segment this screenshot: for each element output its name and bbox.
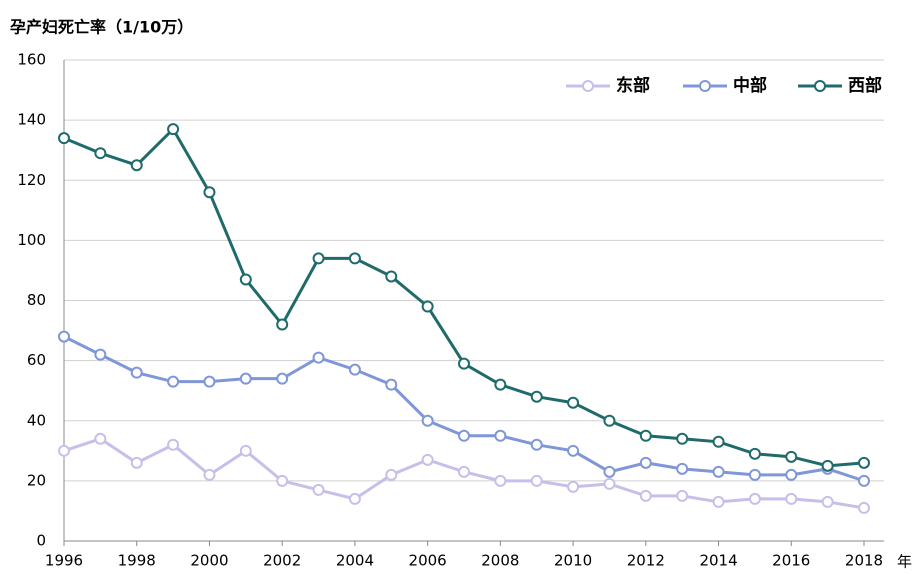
point <box>348 363 361 376</box>
point <box>530 474 543 487</box>
x-tick-label: 2006 <box>409 552 447 570</box>
x-tick-label: 1998 <box>118 552 156 570</box>
x-tick-label: 2000 <box>190 552 228 570</box>
point <box>530 390 543 403</box>
legend-label: 西部 <box>848 75 882 96</box>
point <box>94 432 107 445</box>
point <box>676 432 689 445</box>
point <box>167 123 180 136</box>
point <box>858 501 870 514</box>
point <box>748 447 761 460</box>
point <box>312 483 325 496</box>
x-tick-label: 2018 <box>845 552 883 570</box>
point <box>58 444 70 457</box>
x-tick-label: 2014 <box>699 552 737 570</box>
point <box>203 468 216 481</box>
point <box>494 429 507 442</box>
point <box>94 147 107 160</box>
point <box>858 456 870 469</box>
x-tick-label: 2016 <box>772 552 810 570</box>
y-tick-label: 100 <box>17 231 46 249</box>
point <box>639 456 652 469</box>
point <box>130 366 143 379</box>
point <box>567 396 580 409</box>
y-tick-label: 20 <box>27 471 46 489</box>
point <box>130 159 143 172</box>
point <box>239 444 252 457</box>
point <box>312 351 325 364</box>
point <box>203 186 216 199</box>
point <box>639 489 652 502</box>
point <box>167 438 180 451</box>
y-tick-label: 40 <box>27 411 46 429</box>
y-tick-label: 60 <box>27 351 46 369</box>
point <box>567 444 580 457</box>
point <box>458 357 470 370</box>
point <box>203 375 216 388</box>
legend-label: 东部 <box>616 75 650 96</box>
legend-marker <box>699 80 711 92</box>
x-tick-label: 2010 <box>554 552 592 570</box>
point <box>348 492 361 505</box>
x-tick-label: 2002 <box>263 552 301 570</box>
point <box>458 465 470 478</box>
point <box>239 273 252 286</box>
point <box>858 474 870 487</box>
point <box>276 318 289 331</box>
point <box>748 492 761 505</box>
point <box>94 348 107 361</box>
point <box>494 474 507 487</box>
x-tick-label: 2012 <box>627 552 665 570</box>
point <box>712 465 725 478</box>
point <box>494 378 507 391</box>
point <box>58 330 70 343</box>
x-tick-label: 2004 <box>336 552 374 570</box>
legend-label: 中部 <box>733 75 767 96</box>
series-line <box>63 126 865 468</box>
point <box>712 495 725 508</box>
point <box>676 489 689 502</box>
point <box>421 300 434 313</box>
point <box>58 132 70 145</box>
point <box>167 375 180 388</box>
point <box>748 468 761 481</box>
point <box>712 435 725 448</box>
point <box>530 438 543 451</box>
point <box>821 459 834 472</box>
point <box>421 453 434 466</box>
point <box>421 414 434 427</box>
y-tick-label: 120 <box>17 171 46 189</box>
y-tick-label: 80 <box>27 291 46 309</box>
point <box>676 462 689 475</box>
point <box>385 378 398 391</box>
x-tick-label: 1996 <box>45 552 83 570</box>
point <box>639 429 652 442</box>
point <box>785 492 798 505</box>
x-axis-label: 年 <box>897 553 912 571</box>
point <box>603 414 616 427</box>
point <box>603 465 616 478</box>
point <box>567 480 580 493</box>
point <box>239 372 252 385</box>
legend-marker <box>582 80 594 92</box>
y-tick-label: 140 <box>17 111 46 129</box>
point <box>603 477 616 490</box>
point <box>458 429 470 442</box>
x-tick-label: 2008 <box>481 552 519 570</box>
legend-marker <box>814 80 826 92</box>
y-tick-label: 160 <box>17 51 46 69</box>
point <box>785 468 798 481</box>
point <box>385 468 398 481</box>
point <box>385 270 398 283</box>
point <box>348 252 361 265</box>
y-tick-label: 0 <box>36 532 46 550</box>
point <box>821 495 834 508</box>
point <box>276 474 289 487</box>
point <box>276 372 289 385</box>
point <box>130 456 143 469</box>
chart-title: 孕产妇死亡率（1/10万） <box>10 18 193 37</box>
point <box>312 252 325 265</box>
point <box>785 450 798 463</box>
